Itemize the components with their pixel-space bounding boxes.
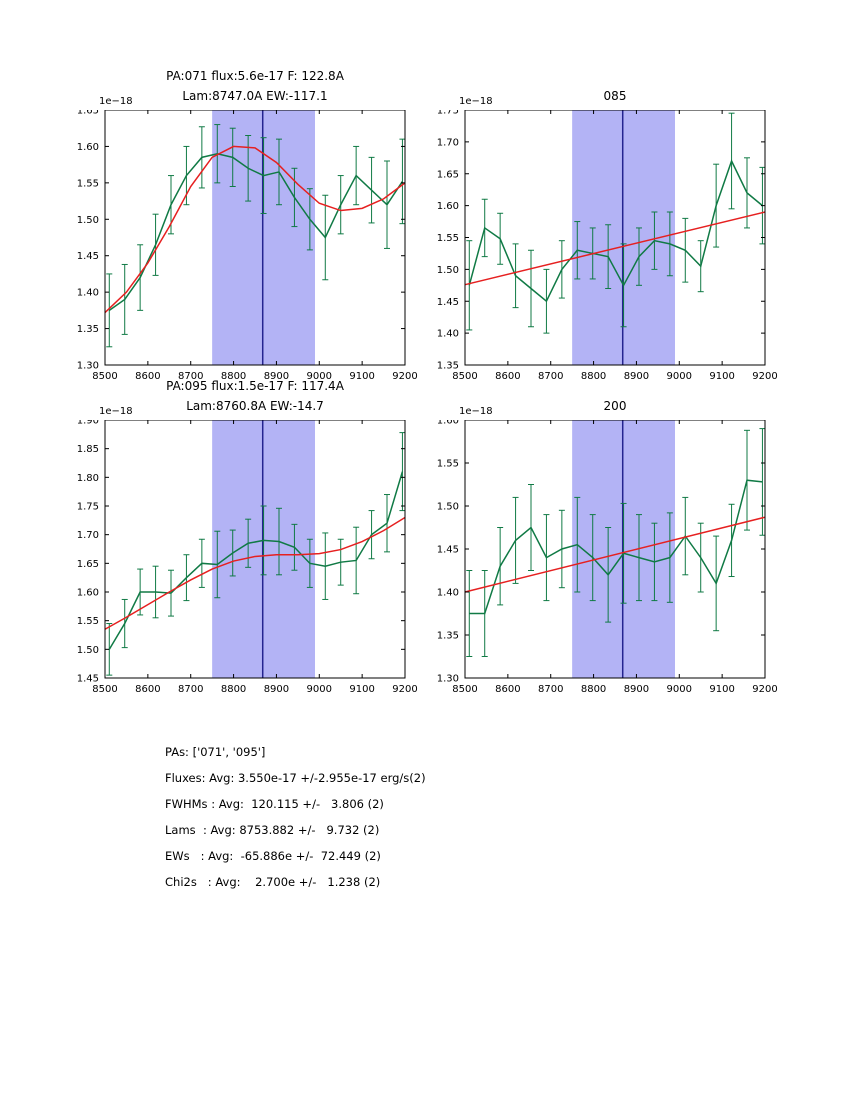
svg-text:1.75: 1.75 bbox=[437, 110, 459, 117]
y-axis-offset-label: 1e−18 bbox=[99, 406, 133, 417]
chart-200: 200 1e−18 8500 8600 8700 8800 8900 9000 9100 92… bbox=[405, 370, 780, 705]
svg-text:8600: 8600 bbox=[135, 684, 160, 695]
svg-text:9000: 9000 bbox=[307, 371, 332, 382]
svg-text:8700: 8700 bbox=[178, 684, 203, 695]
summary-line-chi2s: Chi2s : Avg: 2.700e +/- 1.238 (2) bbox=[165, 875, 381, 889]
svg-text:1.30: 1.30 bbox=[437, 674, 459, 685]
chart-pa071-title: PA:071 flux:5.6e-17 F: 122.8A Lam:8747.0… bbox=[105, 62, 405, 106]
svg-text:9100: 9100 bbox=[709, 371, 734, 382]
svg-text:1.35: 1.35 bbox=[437, 631, 459, 642]
svg-text:9200: 9200 bbox=[752, 684, 777, 695]
chart-085-plot: 8500 8600 8700 8800 8900 9000 9100 9200 1.35 1.40… bbox=[437, 110, 778, 382]
svg-text:8900: 8900 bbox=[264, 371, 289, 382]
chart-title-line2: Lam:8747.0A EW:-117.1 bbox=[182, 89, 328, 103]
svg-text:8600: 8600 bbox=[495, 684, 520, 695]
chart-pa071-plot: 8500 8600 8700 8800 8900 9000 9100 9200 1.30 1.35… bbox=[77, 110, 418, 382]
svg-text:1.50: 1.50 bbox=[437, 265, 459, 276]
svg-text:1.50: 1.50 bbox=[77, 645, 99, 656]
summary-text-block: PAs: ['071', '095'] Fluxes: Avg: 3.550e-… bbox=[165, 744, 426, 900]
svg-text:1.80: 1.80 bbox=[77, 473, 99, 484]
chart-pa071: PA:071 flux:5.6e-17 F: 122.8A Lam:8747.0… bbox=[45, 60, 420, 392]
svg-text:9200: 9200 bbox=[392, 371, 417, 382]
y-axis-offset-label: 1e−18 bbox=[99, 96, 133, 107]
summary-line-fwhms: FWHMs : Avg: 120.115 +/- 3.806 (2) bbox=[165, 797, 384, 811]
svg-text:1.40: 1.40 bbox=[77, 288, 99, 299]
y-axis-offset-label: 1e−18 bbox=[459, 406, 493, 417]
svg-text:1.55: 1.55 bbox=[77, 178, 99, 189]
svg-text:8500: 8500 bbox=[92, 684, 117, 695]
chart-200-plot: 8500 8600 8700 8800 8900 9000 9100 9200 1.30 1.35… bbox=[437, 420, 778, 695]
chart-pa095: PA:095 flux:1.5e-17 F: 117.4A Lam:8760.8… bbox=[45, 370, 420, 705]
svg-text:1.45: 1.45 bbox=[437, 297, 459, 308]
svg-text:1.70: 1.70 bbox=[77, 530, 99, 541]
svg-text:1.65: 1.65 bbox=[437, 169, 459, 180]
svg-text:9000: 9000 bbox=[667, 684, 692, 695]
chart-pa095-plot: 8500 8600 8700 8800 8900 9000 9100 9200 1.45 1.50… bbox=[77, 420, 418, 695]
svg-text:8800: 8800 bbox=[581, 684, 606, 695]
svg-text:1.90: 1.90 bbox=[77, 420, 99, 427]
y-axis-offset-label: 1e−18 bbox=[459, 96, 493, 107]
chart-200-title: 200 bbox=[465, 372, 765, 416]
svg-text:8900: 8900 bbox=[624, 684, 649, 695]
svg-text:8500: 8500 bbox=[452, 371, 477, 382]
svg-text:8900: 8900 bbox=[624, 371, 649, 382]
svg-text:1.45: 1.45 bbox=[77, 674, 99, 685]
summary-line-lams: Lams : Avg: 8753.882 +/- 9.732 (2) bbox=[165, 823, 380, 837]
svg-text:1.50: 1.50 bbox=[77, 215, 99, 226]
chart-title-line2: Lam:8760.8A EW:-14.7 bbox=[186, 399, 324, 413]
svg-text:8500: 8500 bbox=[452, 684, 477, 695]
summary-line-pas: PAs: ['071', '095'] bbox=[165, 745, 266, 759]
chart-085: 085 1e−18 8500 8600 8700 8800 8900 9000 9100 92… bbox=[405, 60, 780, 392]
svg-text:8600: 8600 bbox=[495, 371, 520, 382]
svg-text:1.50: 1.50 bbox=[437, 502, 459, 513]
svg-text:1.60: 1.60 bbox=[437, 201, 459, 212]
svg-text:8700: 8700 bbox=[538, 684, 563, 695]
svg-text:1.45: 1.45 bbox=[437, 545, 459, 556]
summary-line-fluxes: Fluxes: Avg: 3.550e-17 +/-2.955e-17 erg/… bbox=[165, 771, 426, 785]
svg-text:8700: 8700 bbox=[538, 371, 563, 382]
svg-text:8800: 8800 bbox=[221, 371, 246, 382]
svg-text:8800: 8800 bbox=[221, 684, 246, 695]
svg-text:1.85: 1.85 bbox=[77, 444, 99, 455]
svg-text:1.65: 1.65 bbox=[77, 110, 99, 117]
svg-text:8800: 8800 bbox=[581, 371, 606, 382]
svg-text:1.60: 1.60 bbox=[437, 420, 459, 427]
svg-text:1.70: 1.70 bbox=[437, 137, 459, 148]
svg-text:1.35: 1.35 bbox=[77, 324, 99, 335]
svg-text:1.65: 1.65 bbox=[77, 559, 99, 570]
svg-text:8900: 8900 bbox=[264, 684, 289, 695]
svg-text:9200: 9200 bbox=[392, 684, 417, 695]
svg-text:9000: 9000 bbox=[307, 684, 332, 695]
svg-text:1.75: 1.75 bbox=[77, 502, 99, 513]
chart-title-line1: PA:071 flux:5.6e-17 F: 122.8A bbox=[166, 69, 344, 83]
svg-text:9200: 9200 bbox=[752, 371, 777, 382]
chart-title-line2: 085 bbox=[603, 89, 627, 103]
summary-line-ews: EWs : Avg: -65.886e +/- 72.449 (2) bbox=[165, 849, 381, 863]
svg-text:8700: 8700 bbox=[178, 371, 203, 382]
chart-085-title: 085 bbox=[465, 62, 765, 106]
svg-text:1.55: 1.55 bbox=[437, 459, 459, 470]
svg-text:1.30: 1.30 bbox=[77, 361, 99, 372]
svg-text:9100: 9100 bbox=[349, 684, 374, 695]
svg-text:1.60: 1.60 bbox=[77, 142, 99, 153]
svg-text:1.40: 1.40 bbox=[437, 588, 459, 599]
svg-text:1.45: 1.45 bbox=[77, 251, 99, 262]
svg-text:9000: 9000 bbox=[667, 371, 692, 382]
svg-text:8600: 8600 bbox=[135, 371, 160, 382]
svg-text:9100: 9100 bbox=[349, 371, 374, 382]
svg-text:1.55: 1.55 bbox=[437, 233, 459, 244]
svg-text:1.35: 1.35 bbox=[437, 361, 459, 372]
svg-text:1.55: 1.55 bbox=[77, 616, 99, 627]
svg-text:9100: 9100 bbox=[709, 684, 734, 695]
svg-text:1.40: 1.40 bbox=[437, 329, 459, 340]
chart-title-line1: PA:095 flux:1.5e-17 F: 117.4A bbox=[166, 379, 344, 393]
chart-title-line2: 200 bbox=[603, 399, 627, 413]
chart-pa095-title: PA:095 flux:1.5e-17 F: 117.4A Lam:8760.8… bbox=[105, 372, 405, 416]
svg-text:8500: 8500 bbox=[92, 371, 117, 382]
svg-text:1.60: 1.60 bbox=[77, 588, 99, 599]
